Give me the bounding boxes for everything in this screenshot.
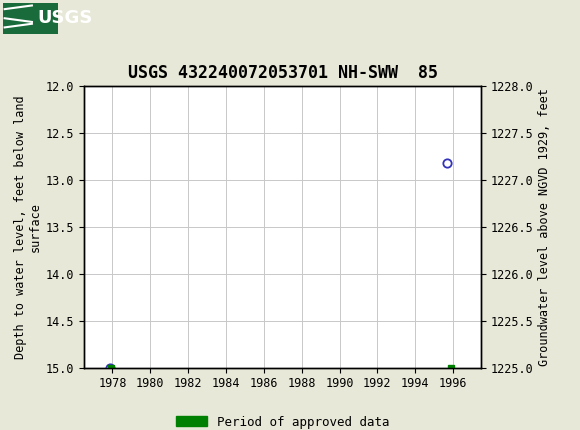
Title: USGS 432240072053701 NH-SWW  85: USGS 432240072053701 NH-SWW 85 bbox=[128, 64, 438, 82]
Y-axis label: Depth to water level, feet below land
surface: Depth to water level, feet below land su… bbox=[14, 95, 42, 359]
Y-axis label: Groundwater level above NGVD 1929, feet: Groundwater level above NGVD 1929, feet bbox=[538, 88, 551, 366]
Legend: Period of approved data: Period of approved data bbox=[171, 411, 394, 430]
Text: USGS: USGS bbox=[38, 9, 93, 27]
FancyBboxPatch shape bbox=[3, 3, 58, 34]
